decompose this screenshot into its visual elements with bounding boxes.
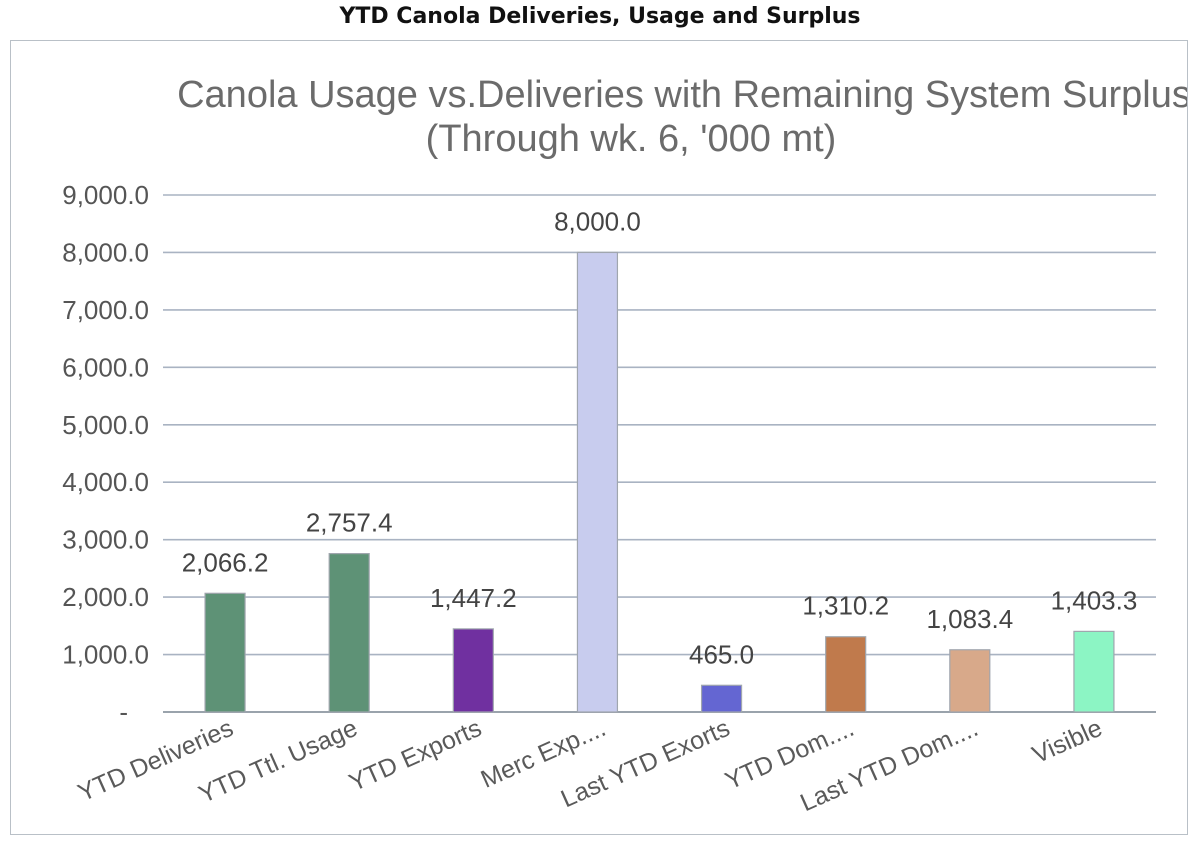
y-tick-label: 1,000.0	[62, 640, 149, 670]
y-tick-label: 3,000.0	[62, 525, 149, 555]
chart-frame: Canola Usage vs.Deliveries with Remainin…	[10, 40, 1188, 835]
data-label-5: 465.0	[689, 639, 754, 669]
y-tick-label: 7,000.0	[62, 295, 149, 325]
y-tick-label: 8,000.0	[62, 237, 149, 267]
y-tick-label: 4,000.0	[62, 467, 149, 497]
bar-chart: Canola Usage vs.Deliveries with Remainin…	[62, 74, 1188, 817]
data-label-2: 2,757.4	[306, 508, 393, 538]
chart-title-line-1: Canola Usage vs.Deliveries with Remainin…	[177, 74, 1188, 116]
category-label-8: Visible	[1028, 714, 1106, 769]
page-header-title: YTD Canola Deliveries, Usage and Surplus	[339, 4, 861, 29]
chart-title-line-2: (Through wk. 6, '000 mt)	[426, 118, 837, 160]
y-tick-label: 9,000.0	[62, 180, 149, 210]
data-label-7: 1,083.4	[926, 604, 1013, 634]
bar-7	[949, 649, 991, 713]
bar-1	[204, 592, 246, 713]
data-label-8: 1,403.3	[1051, 585, 1138, 615]
data-label-3: 1,447.2	[430, 583, 517, 613]
bar-3	[452, 628, 494, 713]
y-tick-label: 5,000.0	[62, 410, 149, 440]
bar-2	[328, 553, 370, 713]
bar-5	[700, 684, 743, 713]
category-label-3: YTD Exports	[345, 714, 486, 797]
bar-4	[576, 251, 619, 713]
data-label-6: 1,310.2	[802, 591, 889, 621]
y-tick-label: 2,000.0	[62, 582, 149, 612]
y-tick-label: -	[119, 697, 128, 727]
y-tick-label: 6,000.0	[62, 352, 149, 382]
bar-6	[825, 636, 867, 713]
data-label-4: 8,000.0	[554, 206, 641, 236]
bar-8	[1073, 630, 1115, 713]
data-label-1: 2,066.2	[182, 547, 269, 577]
